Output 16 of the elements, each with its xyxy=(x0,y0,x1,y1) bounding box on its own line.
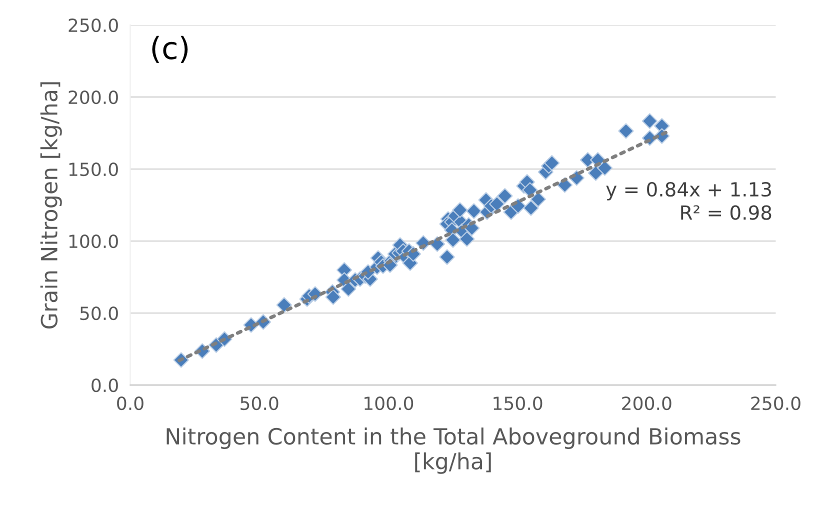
x-tick-label: 250.0 xyxy=(751,396,800,410)
annotation: y = 0.84x + 1.13 R² = 0.98 xyxy=(606,182,772,220)
x-tick-label: 200.0 xyxy=(622,396,672,410)
x-tick-label: 150.0 xyxy=(494,396,542,410)
y-tick-label: 200.0 xyxy=(68,90,118,104)
x-tick-label: 50.0 xyxy=(240,396,278,410)
y-tick-label: 50.0 xyxy=(80,306,118,320)
y-axis-title: Grain Nitrogen [kg/ha] xyxy=(40,82,62,329)
x-tick-label: 0.0 xyxy=(117,396,144,410)
annotation: (c) xyxy=(152,36,188,64)
x-tick-label: 100.0 xyxy=(364,396,414,410)
y-tick-label: 100.0 xyxy=(69,234,118,248)
y-tick-label: 0.0 xyxy=(92,378,118,392)
x-axis-title: Nitrogen Content in the Total Aboveground Biomass [kg/ha] xyxy=(166,428,740,474)
y-tick-label: 150.0 xyxy=(69,162,118,176)
y-tick-label: 250.0 xyxy=(68,18,118,32)
